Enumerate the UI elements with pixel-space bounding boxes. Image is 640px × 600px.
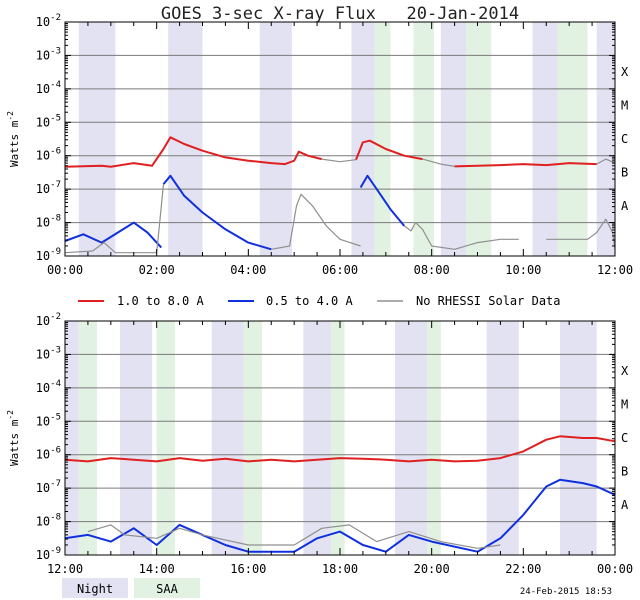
- series-line: [64, 242, 157, 254]
- saa-band: [466, 22, 492, 256]
- saa-band: [374, 22, 391, 256]
- x-tick-label: 22:00: [505, 562, 541, 576]
- flare-class-label: X: [621, 364, 629, 378]
- y-tick-label: 10-2: [36, 13, 61, 29]
- night-band: [211, 321, 244, 555]
- y-tick-label: 10-5: [36, 412, 61, 428]
- flare-class-label: B: [621, 165, 628, 179]
- x-tick-label: 10:00: [505, 263, 541, 277]
- series-line: [596, 158, 616, 165]
- x-tick-label: 12:00: [597, 263, 633, 277]
- y-tick-label: 10-8: [36, 214, 61, 230]
- series-line: [162, 174, 272, 251]
- x-tick-label: 04:00: [230, 263, 266, 277]
- y-tick-label: 10-5: [36, 113, 61, 129]
- series-line: [64, 478, 616, 553]
- x-tick-label: 02:00: [139, 263, 175, 277]
- saa-key-label: SAA: [156, 582, 178, 596]
- legend-label-long: 1.0 to 8.0 A: [117, 294, 204, 308]
- series-line: [64, 435, 616, 463]
- panel-top: 10-9 10-8 10-7 10-6 10-5 10-4 10-3 10-2 A B C M X 00:…: [6, 13, 633, 277]
- shade-key: Night SAA: [62, 578, 200, 598]
- y-tick-label: 10-3: [36, 46, 61, 62]
- saa-band: [330, 321, 345, 555]
- y-tick-label: 10-6: [36, 446, 61, 462]
- saa-band: [156, 321, 175, 555]
- series-line: [403, 222, 519, 250]
- y-axis-label: Watts m-2: [6, 410, 21, 466]
- night-band: [303, 321, 336, 555]
- night-band: [532, 22, 558, 256]
- y-tick-label: 10-2: [36, 312, 61, 328]
- night-band: [486, 321, 519, 555]
- legend: 1.0 to 8.0 A 0.5 to 4.0 A No RHESSI Sola…: [78, 294, 561, 308]
- x-tick-label: 12:00: [47, 562, 83, 576]
- night-band: [120, 321, 153, 555]
- night-band: [596, 22, 615, 256]
- series-line: [156, 184, 165, 253]
- y-tick-label: 10-4: [36, 80, 61, 96]
- y-tick-label: 10-4: [36, 379, 61, 395]
- flare-class-label: A: [621, 199, 629, 213]
- night-key-label: Night: [77, 582, 113, 596]
- panel-bottom: 10-9 10-8 10-7 10-6 10-5 10-4 10-3 10-2 A B C M X 12:…: [6, 312, 633, 576]
- series-line: [64, 136, 322, 168]
- night-band: [440, 22, 467, 256]
- y-tick-label: 10-6: [36, 147, 61, 163]
- y-tick-label: 10-7: [36, 180, 61, 196]
- chart-title: GOES 3-sec X-ray Flux 20-Jan-2014: [161, 4, 519, 24]
- series-line: [355, 139, 423, 161]
- night-band: [395, 321, 428, 555]
- x-tick-label: 06:00: [322, 263, 358, 277]
- saa-band: [78, 321, 98, 555]
- x-tick-label: 20:00: [414, 562, 450, 576]
- series-line: [422, 158, 455, 167]
- flare-class-label: M: [621, 99, 628, 113]
- flare-class-label: C: [621, 431, 628, 445]
- y-axis-label: Watts m-2: [6, 111, 21, 167]
- night-band: [259, 22, 292, 256]
- flare-class-label: C: [621, 132, 628, 146]
- saa-band: [427, 321, 441, 555]
- legend-label-norhessi: No RHESSI Solar Data: [416, 294, 561, 308]
- flare-class-label: B: [621, 464, 628, 478]
- y-tick-label: 10-9: [36, 546, 61, 562]
- x-tick-label: 00:00: [47, 263, 83, 277]
- saa-band: [557, 22, 588, 256]
- x-tick-label: 08:00: [414, 263, 450, 277]
- y-tick-label: 10-7: [36, 479, 61, 495]
- x-tick-label: 18:00: [322, 562, 358, 576]
- series-line: [87, 524, 501, 549]
- series-line: [359, 174, 405, 227]
- flare-class-label: M: [621, 398, 628, 412]
- flare-class-label: X: [621, 65, 629, 79]
- x-tick-label: 00:00: [597, 562, 633, 576]
- series-line: [64, 221, 163, 249]
- y-tick-label: 10-3: [36, 345, 61, 361]
- y-tick-label: 10-9: [36, 247, 61, 263]
- legend-label-short: 0.5 to 4.0 A: [266, 294, 353, 308]
- y-tick-label: 10-8: [36, 513, 61, 529]
- night-band: [65, 321, 79, 555]
- saa-band: [413, 22, 434, 256]
- x-tick-label: 16:00: [230, 562, 266, 576]
- night-band: [78, 22, 116, 256]
- x-tick-label: 14:00: [139, 562, 175, 576]
- saa-band: [243, 321, 263, 555]
- night-key-swatch: [62, 578, 128, 598]
- series-line: [454, 162, 597, 168]
- timestamp: 24-Feb-2015 18:53: [520, 587, 612, 597]
- flare-class-label: A: [621, 498, 629, 512]
- series-line: [271, 193, 361, 250]
- saa-key-swatch: [134, 578, 200, 598]
- night-band: [351, 22, 375, 256]
- series-line: [321, 158, 357, 163]
